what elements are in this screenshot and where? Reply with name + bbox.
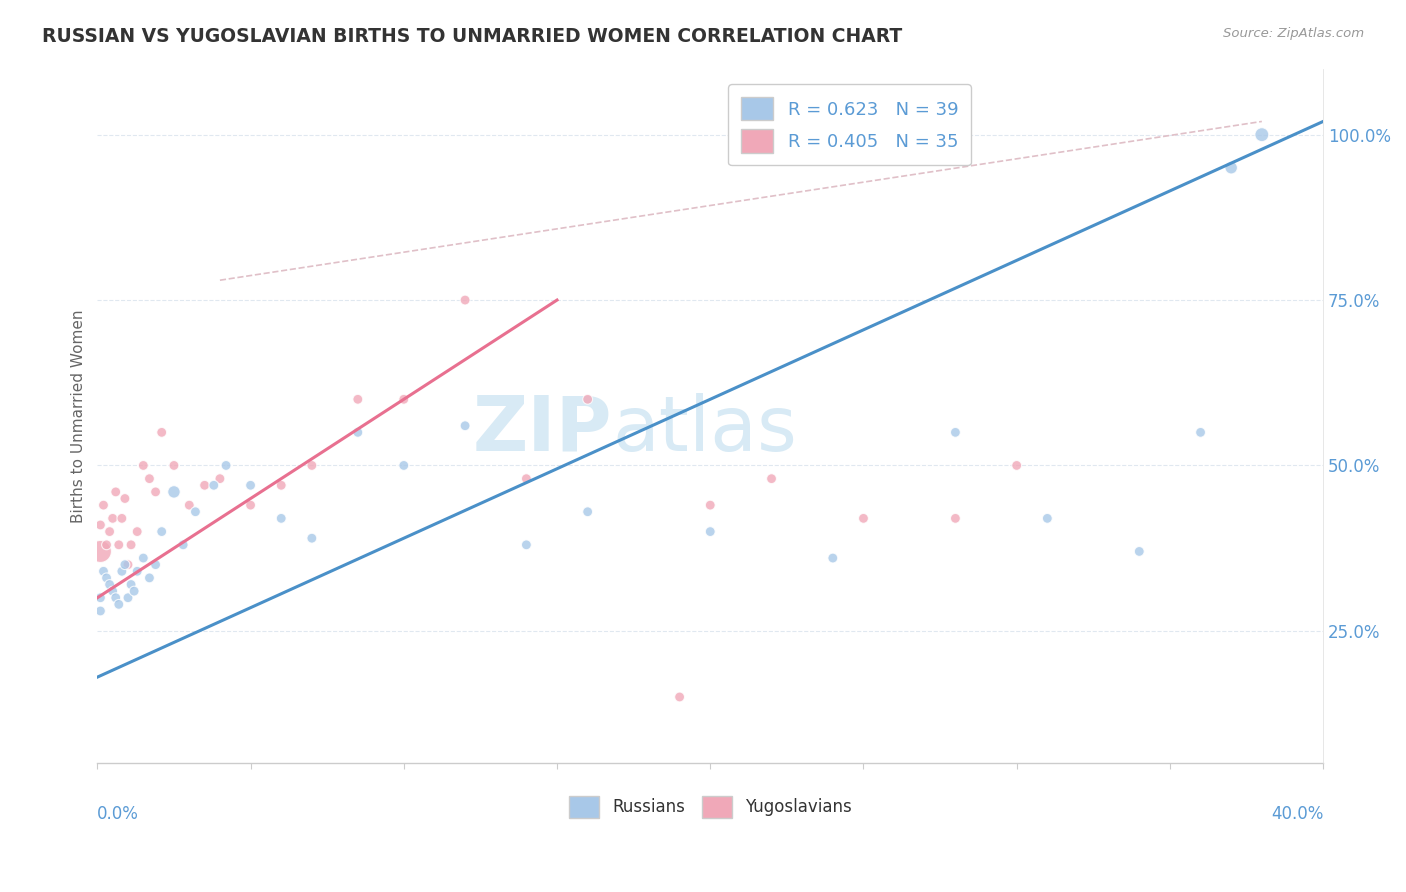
Point [89,544,111,558]
Point [107,598,129,612]
Point [145,558,167,572]
Point [699,498,721,512]
Point [114,558,136,572]
Point [104,591,127,605]
Point [392,458,415,473]
Point [111,511,134,525]
Point [107,538,129,552]
Text: atlas: atlas [612,392,797,467]
Point [150,425,173,440]
Point [454,418,477,433]
Point [111,564,134,578]
Point [114,491,136,506]
Point [576,392,599,407]
Point [127,524,149,539]
Point [1005,458,1028,473]
Point [117,558,139,572]
Point [101,511,124,525]
Point [1220,161,1243,175]
Text: 0.0%: 0.0% [97,805,139,822]
Text: RUSSIAN VS YUGOSLAVIAN BIRTHS TO UNMARRIED WOMEN CORRELATION CHART: RUSSIAN VS YUGOSLAVIAN BIRTHS TO UNMARRI… [42,27,903,45]
Point [761,472,783,486]
Point [127,564,149,578]
Point [184,505,207,519]
Point [89,604,111,618]
Text: ZIP: ZIP [472,392,612,467]
Point [202,478,225,492]
Point [301,458,323,473]
Point [96,538,118,552]
Point [392,392,415,407]
Point [96,571,118,585]
Point [576,505,599,519]
Point [120,538,142,552]
Legend: Russians, Yugoslavians: Russians, Yugoslavians [562,789,859,824]
Point [301,531,323,545]
Point [515,538,537,552]
Point [1036,511,1059,525]
Text: Source: ZipAtlas.com: Source: ZipAtlas.com [1223,27,1364,40]
Point [179,498,201,512]
Point [945,511,967,525]
Point [132,551,155,566]
Point [120,577,142,591]
Point [98,524,121,539]
Point [239,478,262,492]
Y-axis label: Births to Unmarried Women: Births to Unmarried Women [72,309,86,523]
Point [93,564,115,578]
Point [208,472,231,486]
Point [132,458,155,473]
Point [347,392,370,407]
Point [138,571,160,585]
Point [104,484,127,499]
Point [699,524,721,539]
Text: 40.0%: 40.0% [1271,805,1323,822]
Point [122,584,145,599]
Point [270,478,292,492]
Point [454,293,477,307]
Point [89,518,111,533]
Point [1189,425,1212,440]
Point [101,584,124,599]
Point [194,478,217,492]
Point [1250,128,1272,142]
Point [515,472,537,486]
Point [89,591,111,605]
Point [163,458,186,473]
Point [347,425,370,440]
Point [239,498,262,512]
Point [93,498,115,512]
Point [98,577,121,591]
Point [172,538,194,552]
Point [1128,544,1150,558]
Point [150,524,173,539]
Point [117,591,139,605]
Point [668,690,690,704]
Point [852,511,875,525]
Point [945,425,967,440]
Point [163,484,186,499]
Point [145,484,167,499]
Point [821,551,844,566]
Point [270,511,292,525]
Point [215,458,238,473]
Point [138,472,160,486]
